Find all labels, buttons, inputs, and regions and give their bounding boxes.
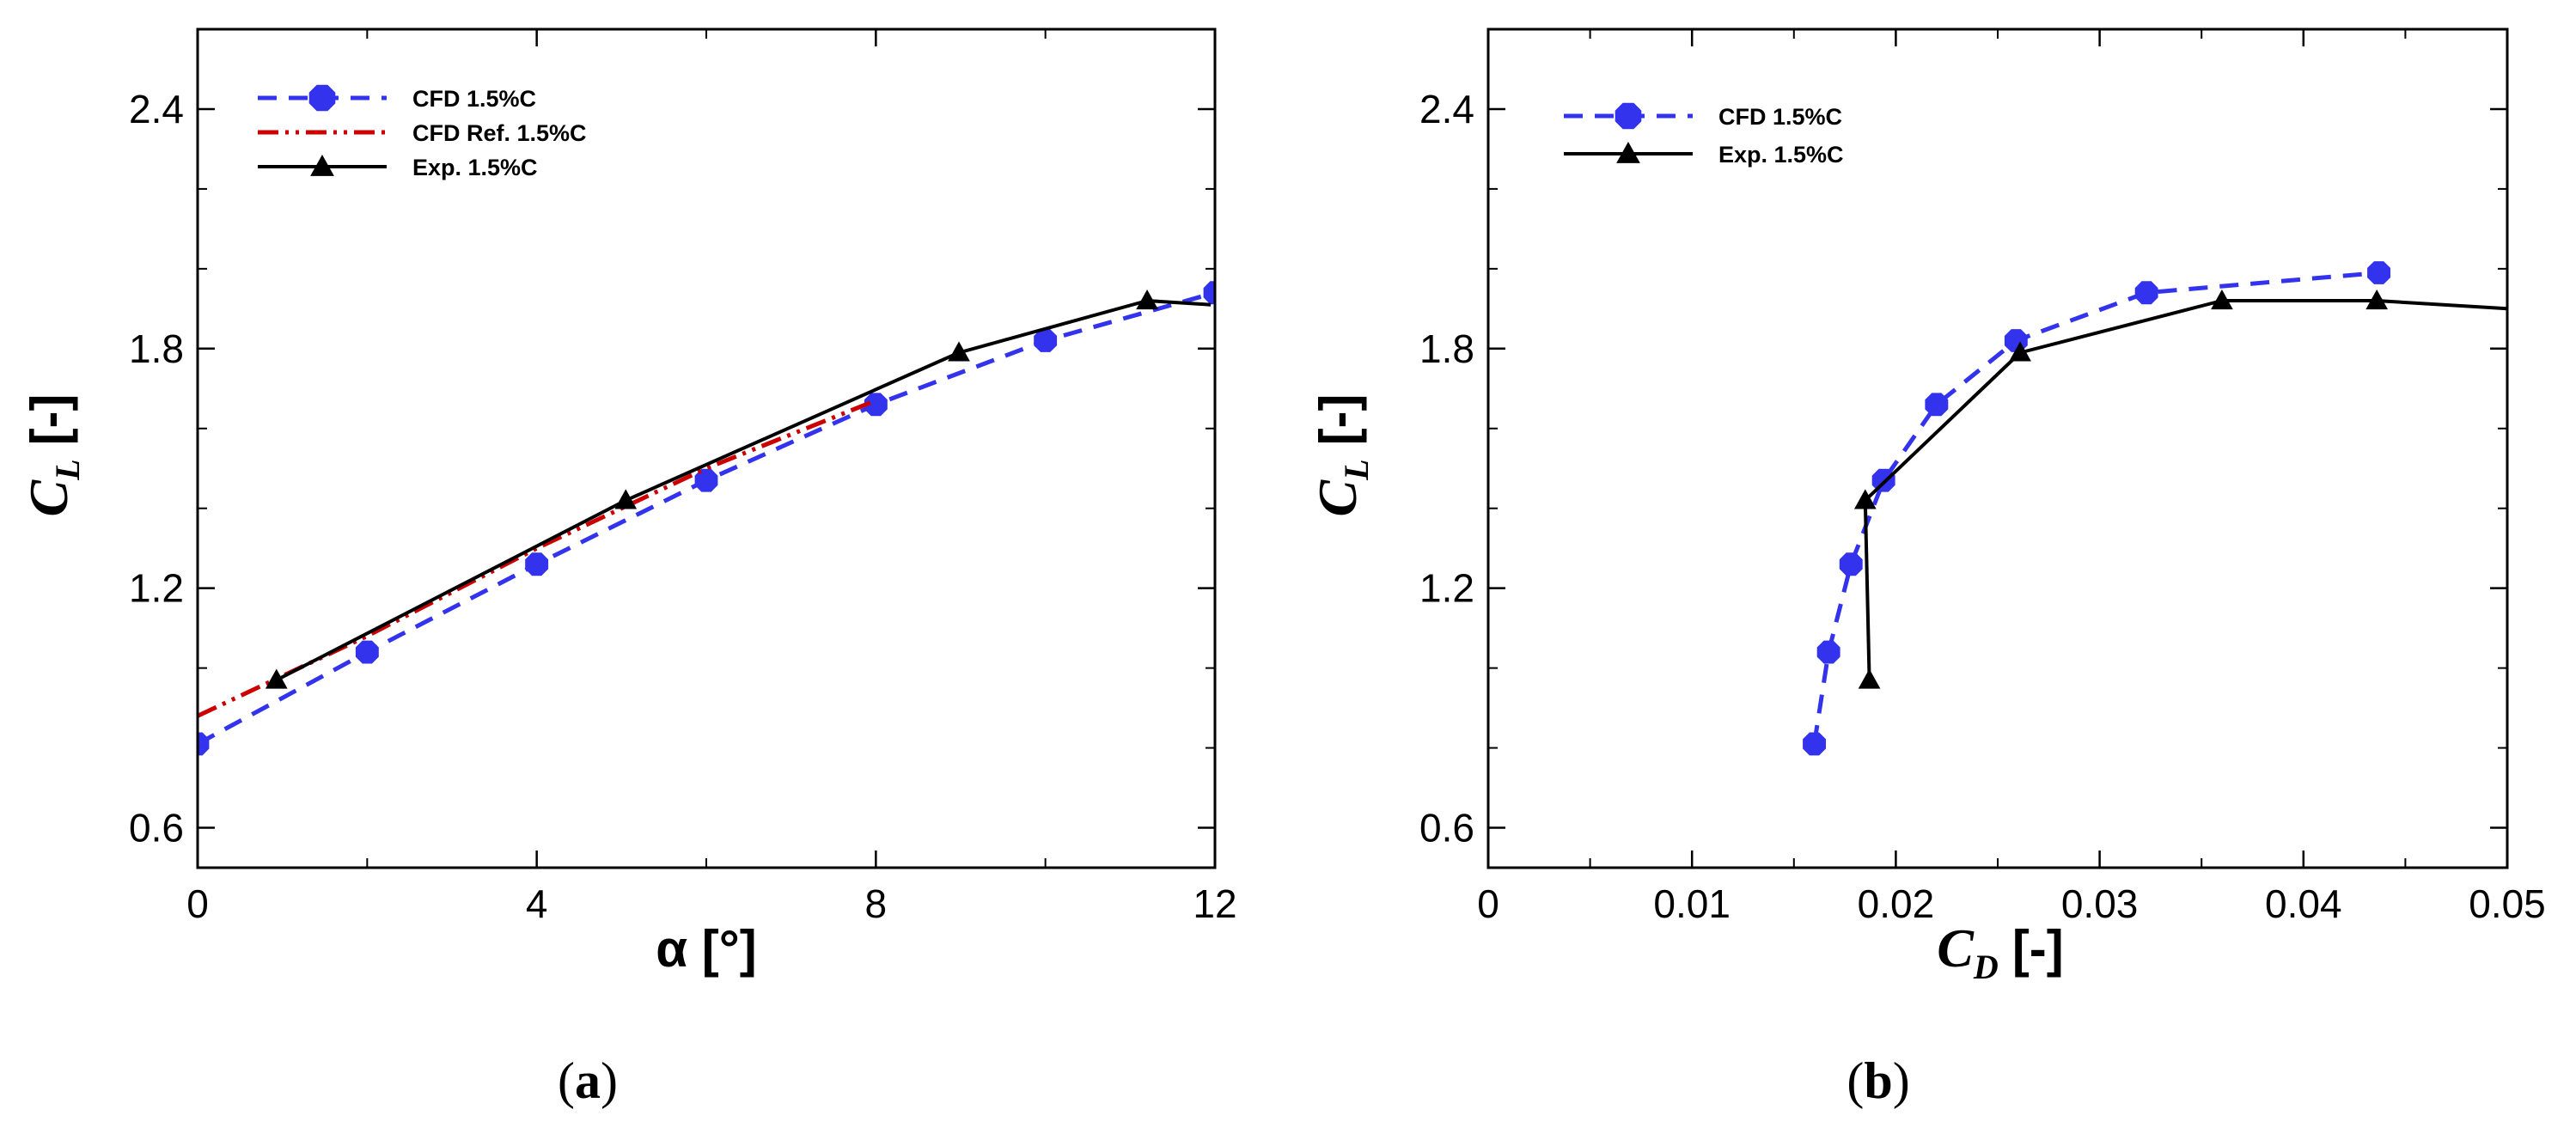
legend-marker	[1616, 141, 1640, 163]
x-tick-label: 4	[526, 881, 548, 926]
data-point	[2009, 341, 2031, 362]
panel-b-y-axis-title: CL [-]	[1307, 393, 1376, 516]
data-point	[1858, 668, 1881, 689]
x-tick-label: 0.03	[2061, 881, 2139, 926]
svg-text:CL[-]: CL [-]	[18, 393, 87, 516]
panel-a-label: (a)	[558, 1052, 618, 1109]
series-line-0	[198, 290, 1215, 747]
x-tick-label: 0	[1477, 881, 1499, 926]
panel-a-tick-labels: 0 4 8 12 0.6 1.2 1.8 2.4	[129, 87, 1237, 926]
legend-label: Exp. 1.5%C	[412, 155, 538, 180]
panel-b-x-axis-title: CD [-]	[1937, 918, 2064, 986]
panel-a-y-axis-symbol: C	[18, 479, 79, 517]
panel-b-legend: CFD 1.5%C Exp. 1.5%C	[1555, 89, 1916, 172]
legend-marker	[310, 154, 334, 176]
data-point	[2367, 261, 2390, 284]
y-tick-label: 0.6	[1419, 806, 1474, 850]
data-point	[1925, 393, 1949, 417]
data-point	[1203, 281, 1215, 305]
x-tick-label: 12	[1193, 881, 1236, 926]
data-point	[198, 732, 210, 756]
y-tick-label: 0.6	[129, 806, 184, 850]
y-tick-label: 2.4	[1419, 87, 1474, 131]
data-point	[2211, 290, 2233, 310]
x-tick-label: 0	[186, 881, 209, 926]
panel-a: 0 4 8 120.61.21.82.4 α [°] CL[-] CFD 1.5%CC…	[18, 27, 1237, 1109]
panel-b-x-axis-unit: [-]	[2012, 920, 2064, 978]
legend-label: Exp. 1.5%C	[1718, 142, 1844, 168]
panel-b-x-axis-symbol: C	[1937, 918, 1975, 979]
data-point	[1839, 552, 1863, 576]
legend-label: CFD 1.5%C	[412, 86, 536, 112]
data-point	[2365, 290, 2389, 310]
panel-a-y-axis-unit: [-]	[21, 393, 78, 445]
panel-a-x-axis-title: α [°]	[656, 920, 757, 978]
data-point	[948, 341, 970, 362]
legend-marker	[308, 84, 336, 112]
data-point	[1803, 732, 1826, 756]
panel-a-y-axis-title: CL [-]	[18, 393, 87, 516]
y-tick-label: 1.8	[129, 326, 184, 371]
data-point	[1853, 489, 1877, 509]
x-tick-label: 0.05	[2469, 881, 2546, 926]
data-point	[614, 489, 638, 509]
panel-b-tick-labels: 0 0.01 0.02 0.03 0.04 0.05 0.6 1.2 1.8 2.4	[1419, 87, 2546, 926]
svg-text:CL[-]: CL [-]	[1307, 393, 1376, 516]
y-tick-label: 1.8	[1419, 326, 1474, 371]
data-point	[265, 668, 288, 689]
y-tick-label: 1.2	[129, 566, 184, 611]
svg-text:CD[-]: CD [-]	[1937, 918, 2064, 986]
panel-b-y-axis-symbol: C	[1307, 479, 1368, 517]
panel-a-series	[198, 281, 1215, 756]
panel-a-frame	[196, 27, 1217, 869]
series-line-0	[1812, 271, 2379, 745]
x-tick-label: 0.01	[1653, 881, 1731, 926]
data-point	[1816, 640, 1840, 664]
data-point	[2134, 281, 2158, 305]
data-point	[355, 640, 379, 664]
data-point	[525, 552, 549, 576]
legend-label: CFD 1.5%C	[1718, 104, 1842, 130]
x-tick-label: 8	[865, 881, 888, 926]
data-point	[864, 393, 888, 417]
data-point	[1034, 329, 1058, 352]
panel-b-frame	[1486, 27, 2509, 869]
panel-b-label: (b)	[1847, 1052, 1909, 1109]
data-point	[694, 468, 718, 492]
panel-b-x-axis-subscript: D	[1973, 948, 1999, 986]
panel-a-label-letter: a	[575, 1052, 601, 1109]
panel-b-label-letter: b	[1864, 1052, 1892, 1109]
legend-marker	[1615, 102, 1642, 130]
y-tick-label: 2.4	[129, 87, 184, 131]
series-line-2	[275, 299, 1212, 682]
panel-b: 0 0.01 0.02 0.03 0.04 0.050.61.21.82.4 CD [-] …	[1307, 27, 2546, 1109]
panel-a-legend: CFD 1.5%C CFD Ref. 1.5%C Exp. 1.5%C	[247, 69, 651, 187]
panel-b-y-axis-subscript: L	[1337, 459, 1376, 480]
x-tick-label: 0.04	[2265, 881, 2342, 926]
panel-a-y-axis-subscript: L	[48, 459, 87, 480]
data-point	[1136, 290, 1158, 310]
panel-b-y-axis-unit: [-]	[1309, 393, 1367, 445]
x-tick-label: 0.02	[1858, 881, 1935, 926]
legend-label: CFD Ref. 1.5%C	[412, 120, 587, 146]
series-line-1	[1863, 299, 2507, 680]
y-tick-label: 1.2	[1419, 566, 1474, 611]
panel-b-series	[1803, 261, 2507, 756]
